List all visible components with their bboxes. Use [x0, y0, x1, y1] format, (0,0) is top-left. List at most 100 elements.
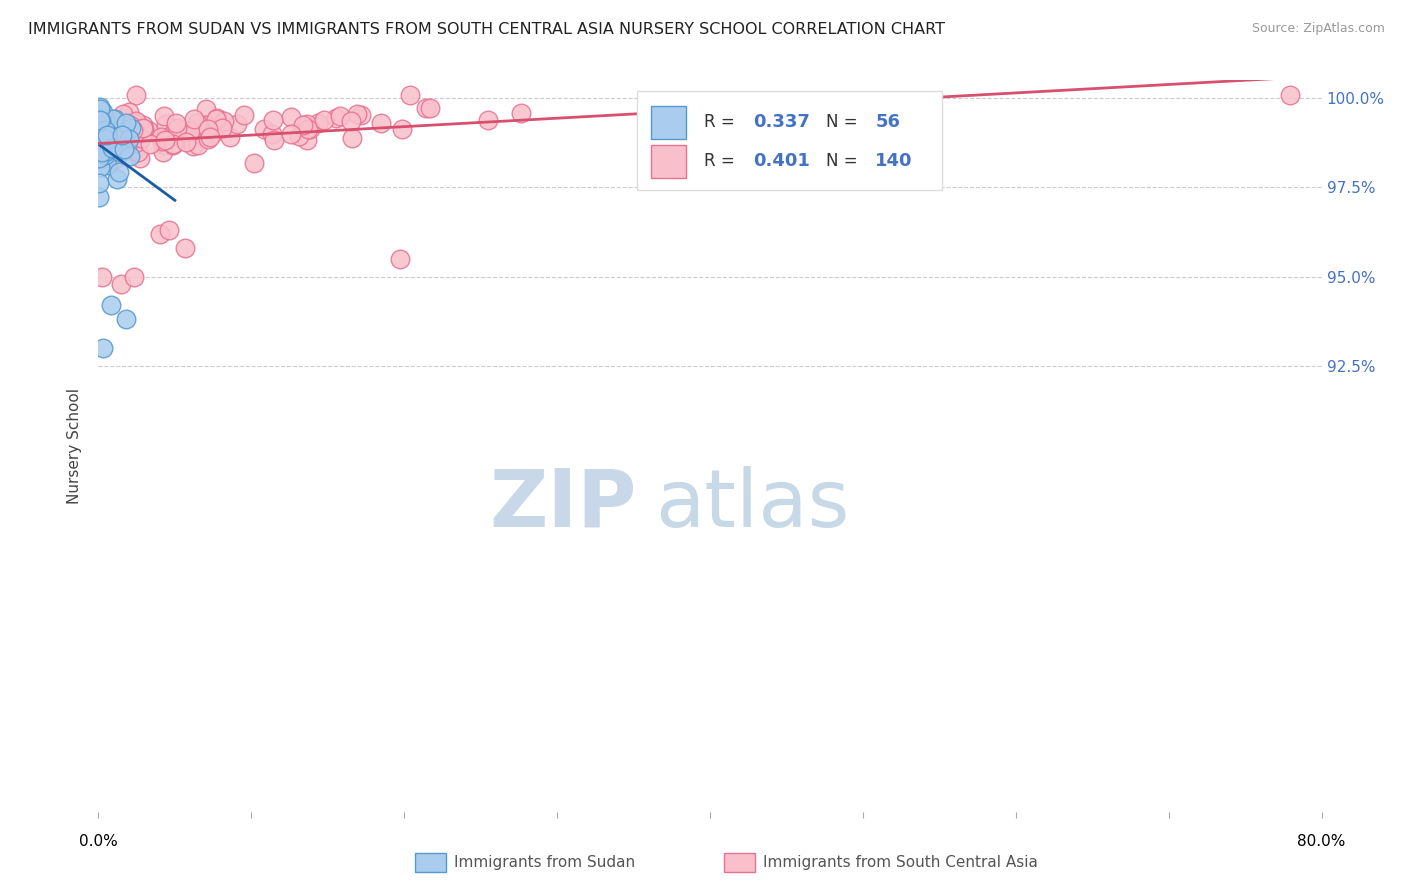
- Point: [329, 109, 352, 123]
- Point: [477, 112, 499, 127]
- Point: [98, 139, 121, 153]
- Point: [120, 149, 142, 163]
- Point: [89, 190, 111, 204]
- Point: [97, 114, 120, 128]
- Point: [325, 111, 347, 125]
- Point: [183, 112, 205, 126]
- Point: [89, 101, 111, 115]
- Point: [115, 312, 138, 326]
- Point: [197, 132, 219, 146]
- Point: [120, 120, 142, 135]
- Point: [91, 341, 114, 355]
- Point: [287, 128, 309, 143]
- Point: [125, 114, 148, 128]
- Point: [219, 129, 242, 144]
- Point: [291, 118, 314, 132]
- Point: [232, 108, 254, 122]
- Point: [111, 126, 134, 140]
- Point: [118, 105, 141, 120]
- Text: 0.401: 0.401: [752, 152, 810, 169]
- Point: [346, 107, 368, 121]
- Point: [114, 140, 136, 154]
- Point: [262, 113, 284, 128]
- Point: [115, 139, 138, 153]
- Point: [155, 117, 177, 131]
- Point: [105, 130, 128, 145]
- Point: [174, 135, 197, 149]
- Point: [89, 103, 111, 117]
- Point: [96, 128, 118, 142]
- Point: [263, 133, 285, 147]
- Point: [94, 132, 117, 146]
- Point: [350, 108, 373, 122]
- Point: [415, 101, 437, 115]
- Point: [101, 136, 124, 151]
- Point: [89, 152, 111, 166]
- Point: [314, 112, 336, 127]
- Point: [307, 116, 329, 130]
- Point: [122, 124, 145, 138]
- Point: [89, 139, 111, 153]
- Point: [96, 149, 118, 163]
- Point: [89, 151, 111, 165]
- Text: N =: N =: [827, 152, 863, 169]
- Point: [89, 125, 111, 139]
- Point: [184, 122, 207, 136]
- Text: R =: R =: [704, 113, 740, 131]
- Point: [214, 114, 236, 128]
- Point: [101, 112, 124, 127]
- Point: [122, 269, 145, 284]
- Point: [198, 129, 221, 144]
- Point: [89, 126, 111, 140]
- Point: [101, 138, 124, 153]
- Point: [111, 137, 134, 152]
- Point: [125, 116, 148, 130]
- Point: [155, 134, 177, 148]
- Point: [205, 112, 228, 127]
- Text: 80.0%: 80.0%: [1298, 834, 1346, 848]
- Point: [340, 113, 363, 128]
- Point: [89, 148, 111, 162]
- Point: [280, 111, 302, 125]
- Point: [90, 152, 112, 166]
- Point: [388, 252, 411, 266]
- Point: [103, 140, 125, 154]
- Point: [93, 145, 115, 159]
- Point: [89, 100, 111, 114]
- Point: [118, 132, 141, 146]
- Point: [97, 133, 120, 147]
- Point: [90, 116, 112, 130]
- Point: [1278, 87, 1301, 102]
- Point: [90, 137, 112, 152]
- Point: [98, 138, 121, 153]
- Point: [93, 136, 115, 150]
- Point: [166, 120, 188, 135]
- Point: [153, 137, 176, 152]
- Point: [134, 122, 156, 136]
- Point: [96, 123, 118, 137]
- Point: [89, 144, 111, 158]
- Point: [96, 126, 118, 140]
- Point: [226, 118, 249, 132]
- Point: [96, 138, 118, 153]
- Point: [295, 118, 318, 132]
- Point: [280, 128, 302, 142]
- Point: [510, 106, 533, 120]
- Point: [93, 145, 115, 159]
- Y-axis label: Nursery School: Nursery School: [67, 388, 83, 504]
- Point: [186, 115, 208, 129]
- Point: [127, 145, 149, 159]
- Point: [153, 109, 176, 123]
- Text: Immigrants from Sudan: Immigrants from Sudan: [454, 855, 636, 870]
- Text: 56: 56: [875, 113, 900, 131]
- Point: [125, 88, 148, 103]
- Point: [260, 128, 283, 142]
- Point: [112, 136, 135, 150]
- Point: [89, 109, 111, 123]
- Point: [340, 130, 363, 145]
- Bar: [651, 145, 686, 178]
- Point: [105, 171, 128, 186]
- Point: [89, 112, 111, 126]
- Point: [152, 134, 174, 148]
- Point: [173, 125, 195, 139]
